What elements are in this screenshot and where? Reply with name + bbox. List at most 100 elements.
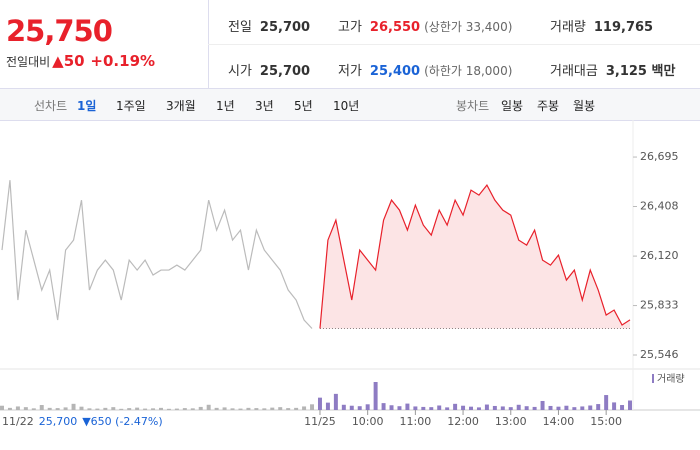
volume-bar (492, 405, 497, 410)
volume-bar (357, 406, 362, 410)
stat: 저가 25,400 (하한가 18,000) (338, 60, 512, 79)
volume-bar (278, 407, 283, 410)
x-tick-label: 14:00 (543, 415, 575, 428)
prev-info-part: 11/22 (2, 415, 34, 428)
volume-bar (532, 406, 537, 410)
stat-label: 고가 (338, 20, 362, 35)
volume-bar (341, 404, 346, 410)
stat-value: 25,700 (259, 64, 311, 79)
period-tab[interactable]: 1주일 (116, 99, 146, 113)
period-tab[interactable]: 3년 (255, 99, 274, 113)
volume-bar (230, 408, 235, 410)
volume-bar (389, 405, 394, 410)
stat: 거래대금 3,125 백만 (550, 60, 675, 79)
y-tick-label: 26,408 (640, 199, 679, 212)
volume-bar (556, 406, 561, 410)
x-tick-label: 13:00 (495, 415, 527, 428)
volume-bar (405, 403, 410, 410)
volume-bar (159, 407, 163, 410)
volume-bar (516, 404, 521, 410)
stat-value: 26,550 (369, 20, 421, 35)
volume-bar (461, 405, 466, 410)
volume-bar (246, 407, 251, 410)
x-tick-label: 10:00 (352, 415, 384, 428)
area (319, 185, 630, 329)
candle-tab[interactable]: 월봉 (573, 99, 596, 113)
x-tick-label: 11:00 (400, 415, 432, 428)
stat-label: 거래대금 (550, 64, 598, 79)
volume-bar (198, 406, 203, 410)
volume-bar (31, 408, 36, 410)
volume-bar (564, 405, 569, 410)
volume-bar (71, 403, 76, 410)
volume-bar (397, 406, 402, 410)
volume-bar (604, 395, 609, 410)
stat-value: 25,700 (259, 20, 311, 35)
volume-bar (476, 407, 481, 410)
volume-bar (588, 405, 593, 410)
change-pct: +0.19% (90, 52, 156, 70)
volume-bar (174, 408, 179, 410)
y-tick-label: 26,120 (640, 249, 679, 262)
volume-bar (580, 406, 585, 410)
stat-value: 119,765 (593, 20, 654, 35)
volume-bar (548, 405, 553, 410)
stat: 시가 25,700 (228, 60, 310, 79)
chart: 25,546 25,833 26,120 26,408 26,695 거래량 11/25 10… (0, 120, 700, 428)
volume-bar (166, 408, 171, 410)
stat-value: 25,400 (369, 64, 421, 79)
volume-bar (437, 405, 442, 410)
volume-bar (317, 397, 322, 410)
period-tab[interactable]: 1년 (216, 99, 235, 113)
volume-bar (365, 404, 370, 410)
volume-bar (190, 408, 195, 410)
y-tick-label: 26,695 (640, 150, 679, 163)
volume-bar (484, 404, 489, 410)
volume-bar (135, 407, 140, 410)
volume-bar (620, 405, 625, 410)
volume-bar (0, 405, 4, 410)
volume-bar (87, 408, 92, 410)
volume-bar (508, 407, 513, 410)
volume-bar (262, 408, 267, 410)
candle-tab[interactable]: 일봉 (501, 99, 524, 113)
header: 25,750 전일대비 ▲50 +0.19% 전일 25,700 고가 26,550 (상… (0, 0, 700, 89)
volume-bar (294, 407, 299, 410)
volume-bar (596, 404, 601, 410)
y-tick-label: 25,833 (640, 299, 679, 312)
volume-bar (95, 408, 100, 410)
prev-info-part: 25,700 (39, 415, 78, 428)
stat: 전일 25,700 (228, 16, 310, 35)
y-tick-label: 25,546 (640, 348, 679, 361)
volume-bar (47, 407, 52, 410)
volume-bar (119, 408, 124, 410)
volume-bar (628, 400, 632, 410)
volume-bar (310, 404, 315, 410)
volume-bar (453, 403, 458, 410)
line (319, 184, 631, 329)
period-tab[interactable]: 5년 (294, 99, 313, 113)
volume-bar (325, 402, 330, 410)
tab-group-label: 봉차트 (456, 99, 490, 113)
volume-bar (349, 405, 354, 410)
period-tab[interactable]: 1일 (77, 99, 97, 113)
period-tab[interactable]: 10년 (333, 99, 360, 113)
volume-bar (206, 404, 211, 410)
volume-bar (421, 406, 426, 410)
volume-bar (143, 408, 148, 410)
legend-swatch (652, 374, 654, 383)
volume-bar (15, 406, 20, 410)
volume-bar (39, 405, 44, 410)
candle-tab[interactable]: 주봉 (537, 99, 560, 113)
stat-label: 저가 (338, 64, 362, 79)
volume-bar (333, 393, 338, 410)
volume-bar (572, 407, 577, 410)
volume-bar (381, 403, 386, 410)
change: 전일대비 ▲50 +0.19% (6, 52, 155, 70)
volume-bar (182, 408, 187, 410)
volume-bar (214, 407, 219, 410)
change-amount: ▲50 (52, 52, 85, 70)
period-tab[interactable]: 3개월 (166, 99, 196, 113)
volume-bar (540, 400, 545, 410)
